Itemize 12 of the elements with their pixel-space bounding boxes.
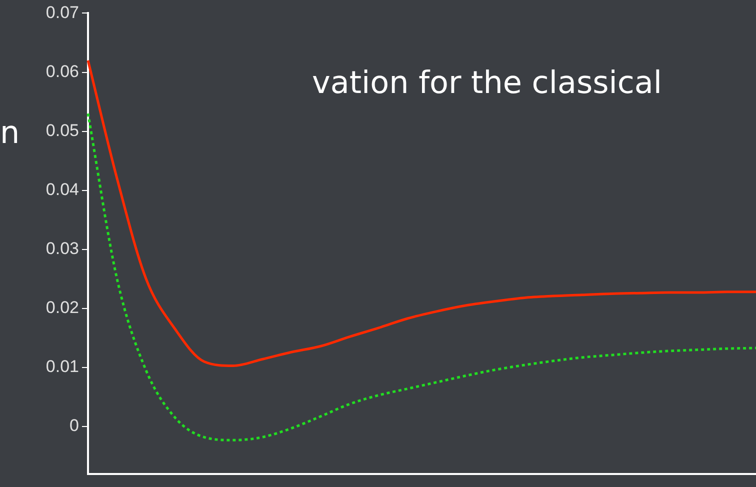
y-tick-label: 0.07 xyxy=(46,2,79,22)
y-tick-label: 0.06 xyxy=(46,62,79,81)
y-tick-label: 0.04 xyxy=(46,180,79,200)
annotation: vation for the classical xyxy=(312,65,662,101)
y-tick-label: 0.01 xyxy=(46,357,79,376)
line-series xyxy=(86,112,756,442)
y-tick-label: 0 xyxy=(70,416,79,436)
line-series xyxy=(86,59,756,367)
y-tick-label: 0.05 xyxy=(46,120,79,140)
text: n xyxy=(0,115,20,151)
y-tick-label: 0.02 xyxy=(46,298,79,318)
y-tick-label: 0.03 xyxy=(46,239,79,258)
